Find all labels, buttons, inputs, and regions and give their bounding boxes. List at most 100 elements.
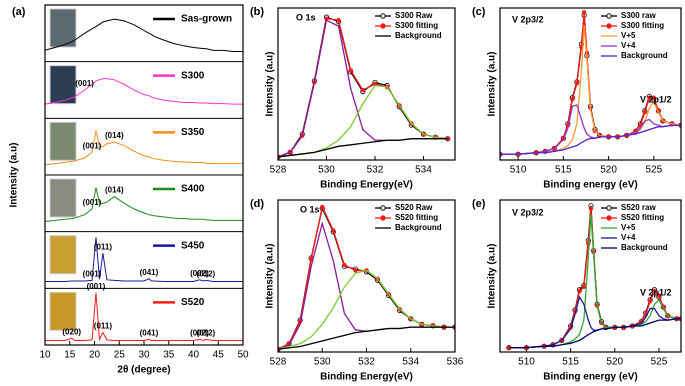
series-line	[508, 214, 681, 349]
series-line	[278, 269, 455, 350]
legend-marker	[606, 215, 612, 221]
data-point	[577, 289, 582, 294]
legend-label: S300 fitting	[395, 21, 438, 30]
x-tick-label: 40	[188, 350, 200, 361]
series-line	[278, 326, 455, 350]
panel-label: (b)	[250, 6, 264, 18]
legend-label: S300 fitting	[621, 21, 664, 30]
data-point	[651, 95, 657, 100]
x-tick-label: 510	[510, 165, 527, 176]
legend-label: S450	[181, 240, 205, 251]
legend-label: S520	[181, 297, 205, 308]
y-axis-label: Intensity (a.u)	[487, 243, 498, 308]
y-axis-label: Intensity (a.u)	[265, 51, 276, 116]
x-tick-label: 10	[39, 350, 51, 361]
series-line	[500, 12, 681, 155]
x-tick-label: 530	[318, 165, 335, 176]
series-line	[500, 25, 681, 155]
plot-area	[278, 14, 451, 160]
legend-label: S520 fitting	[395, 213, 438, 222]
x-tick-label: 515	[555, 165, 572, 176]
peak-label: (014)	[105, 131, 124, 140]
peak-label: (020)	[62, 327, 81, 336]
plot-area	[506, 203, 681, 351]
series-line	[45, 78, 243, 105]
peak-label: (012)	[197, 328, 216, 337]
legend-label: V+5	[621, 31, 636, 40]
legend-label: V+5	[621, 223, 636, 232]
peak-label: (011)	[94, 242, 113, 251]
legend-marker	[380, 23, 386, 29]
annotation: O 1s	[300, 204, 320, 214]
legend-label: Background	[621, 51, 668, 60]
legend-label: S520 raw	[621, 203, 656, 212]
x-tick-label: 532	[367, 165, 384, 176]
series-line	[45, 237, 243, 283]
x-tick-label: 532	[358, 357, 375, 368]
x-axis-label: 2θ (degree)	[117, 365, 170, 376]
plot-area	[45, 18, 243, 342]
x-tick-label: 520	[600, 165, 617, 176]
legend-label: S300	[181, 70, 205, 81]
legend-marker	[380, 215, 386, 221]
x-tick-label: 520	[606, 357, 623, 368]
data-point	[656, 293, 662, 298]
data-point	[342, 262, 347, 268]
peak-label: (014)	[105, 186, 124, 195]
x-tick-label: 536	[447, 357, 464, 368]
x-tick-label: 45	[213, 350, 225, 361]
legend-label: S400	[181, 184, 205, 195]
x-tick-label: 15	[64, 350, 76, 361]
x-tick-label: 530	[314, 357, 331, 368]
x-axis-label: Binding energy (eV)	[543, 372, 637, 383]
data-point	[360, 87, 366, 93]
peak-label: (001)	[75, 79, 94, 88]
plot-frame	[277, 7, 456, 161]
x-axis-label: Binding energy (eV)	[543, 180, 637, 191]
panel-label: (c)	[472, 6, 486, 18]
series-line	[500, 124, 681, 155]
legend-label: V+4	[621, 233, 636, 242]
x-tick-label: 35	[163, 350, 175, 361]
legend-marker	[606, 205, 612, 211]
legend-label: S350	[181, 127, 205, 138]
series-line	[508, 318, 681, 349]
data-point	[320, 204, 325, 210]
x-tick-label: 534	[402, 357, 419, 368]
x-tick-label: 525	[646, 165, 663, 176]
y-axis-label: Intensity (a.u)	[487, 51, 498, 116]
sample-photo	[49, 178, 77, 218]
data-point	[574, 81, 580, 86]
x-tick-label: 534	[415, 165, 432, 176]
legend-marker	[380, 205, 386, 211]
annotation: O 1s	[296, 12, 316, 22]
data-point	[642, 110, 647, 115]
legend-label: Background	[621, 243, 668, 252]
plot-area	[278, 204, 455, 352]
panel-label: (a)	[12, 6, 26, 18]
annotation: V 2p3/2	[512, 207, 544, 217]
data-point	[353, 268, 358, 273]
y-axis-label: Intensity (a.u)	[265, 243, 276, 308]
x-axis-label: Binding Energy(eV)	[320, 180, 413, 191]
sample-photo	[49, 291, 77, 331]
plot-frame	[499, 7, 682, 161]
x-tick-label: 50	[237, 350, 249, 361]
x-axis-label: Binding Energy(eV)	[320, 372, 413, 383]
legend-label: S520 Raw	[395, 203, 433, 212]
series-line	[278, 84, 448, 158]
peak-label: (002)	[190, 269, 209, 278]
y-axis-label: Intensity (a.u)	[9, 142, 20, 207]
sample-photo	[49, 235, 77, 275]
annotation: V 2p1/2	[640, 287, 672, 297]
x-tick-label: 20	[89, 350, 101, 361]
legend-label: S300 raw	[621, 11, 656, 20]
legend-label: Background	[395, 31, 442, 40]
data-point	[647, 299, 653, 304]
legend-label: S520 fitting	[621, 213, 664, 222]
legend-label: S300 Raw	[395, 11, 433, 20]
plot-area	[500, 10, 681, 157]
peak-label: (001)	[87, 282, 106, 291]
peak-label: (001)	[83, 141, 102, 150]
